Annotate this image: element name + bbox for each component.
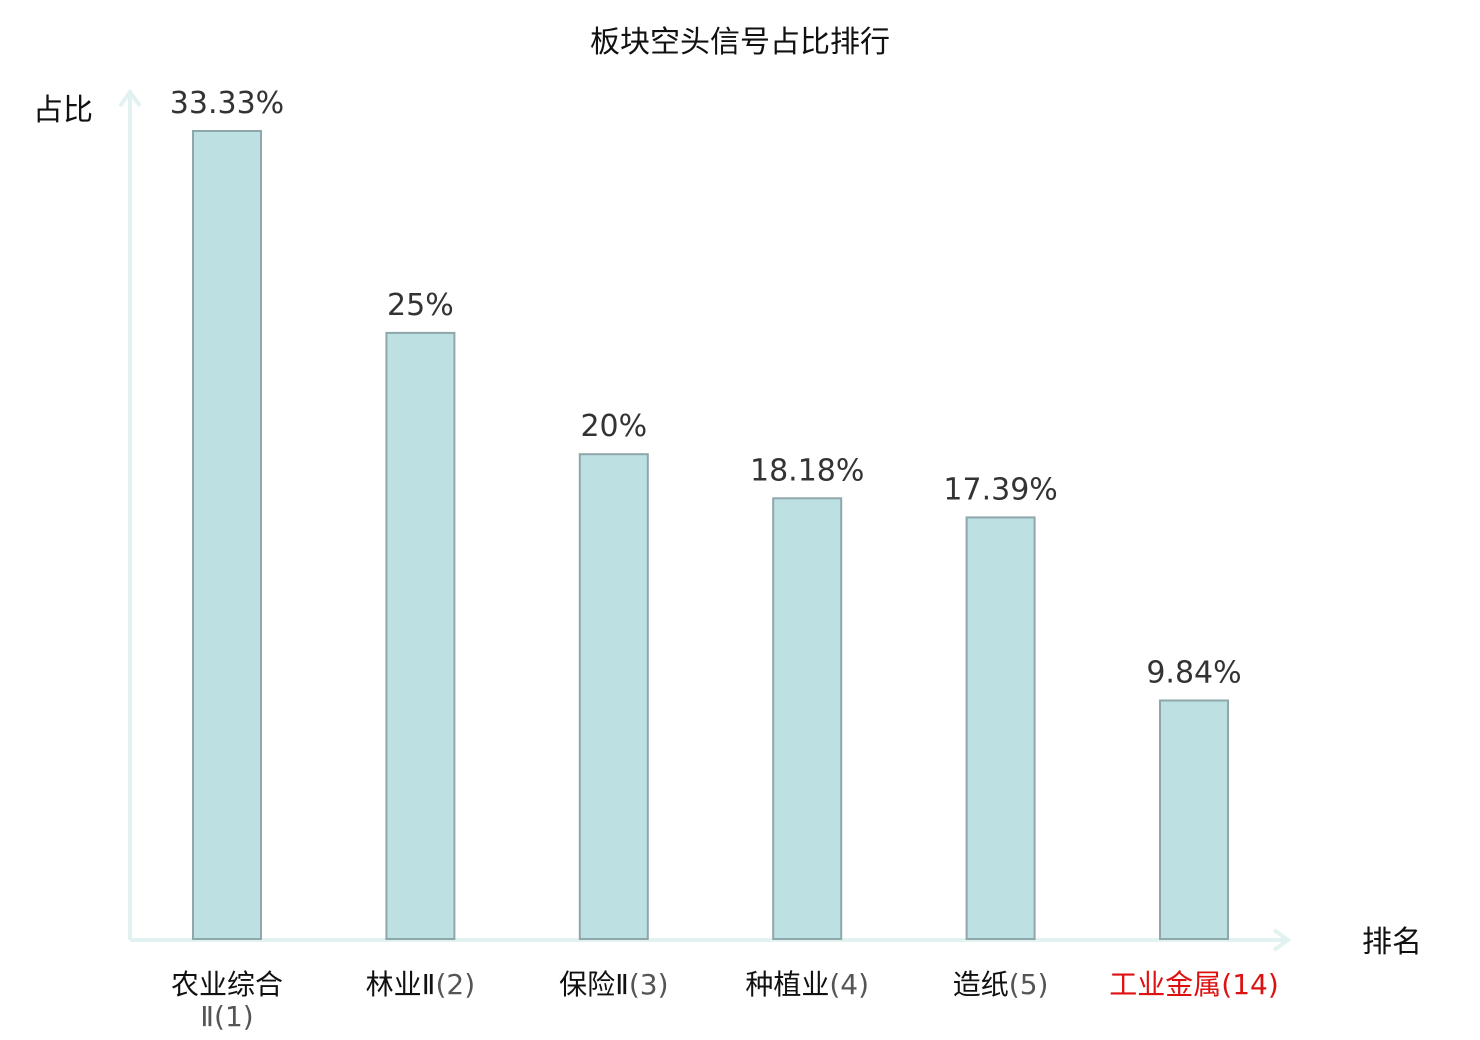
category-label-5: 造纸(5)	[953, 968, 1049, 1001]
bar-2	[385, 331, 456, 940]
chart-title: 板块空头信号占比排行	[590, 25, 890, 60]
category-label-1: 农业综合 Ⅱ(1)	[171, 968, 283, 1033]
category-label-2: 林业Ⅱ(2)	[366, 968, 475, 1001]
value-label-2: 25%	[387, 288, 454, 323]
value-labels: 33.33% 25% 20% 18.18% 17.39% 9.84%	[170, 86, 1242, 691]
category-label-3: 保险Ⅱ(3)	[559, 968, 668, 1001]
value-label-6: 9.84%	[1146, 656, 1241, 691]
bar-5	[965, 516, 1036, 941]
bar-6	[1159, 699, 1229, 940]
value-label-5: 17.39%	[943, 472, 1057, 507]
value-label-4: 18.18%	[750, 453, 864, 488]
category-labels: 农业综合 Ⅱ(1) 林业Ⅱ(2) 保险Ⅱ(3) 种植业(4) 造纸(5) 工业金属(14)	[171, 968, 1279, 1033]
bar-series	[192, 130, 1229, 941]
bar-4	[772, 497, 843, 940]
value-label-1: 33.33%	[170, 86, 284, 121]
axes	[118, 88, 1292, 952]
category-label-4: 种植业(4)	[745, 968, 869, 1001]
x-axis-title: 排名	[1362, 925, 1422, 960]
bar-3	[578, 453, 649, 940]
category-label-6: 工业金属(14)	[1109, 968, 1279, 1001]
x-axis-arrow	[1272, 928, 1292, 952]
y-axis-title: 占比	[33, 93, 93, 128]
bar-1	[192, 130, 262, 940]
y-axis-arrow	[118, 88, 142, 108]
value-label-3: 20%	[580, 409, 647, 444]
